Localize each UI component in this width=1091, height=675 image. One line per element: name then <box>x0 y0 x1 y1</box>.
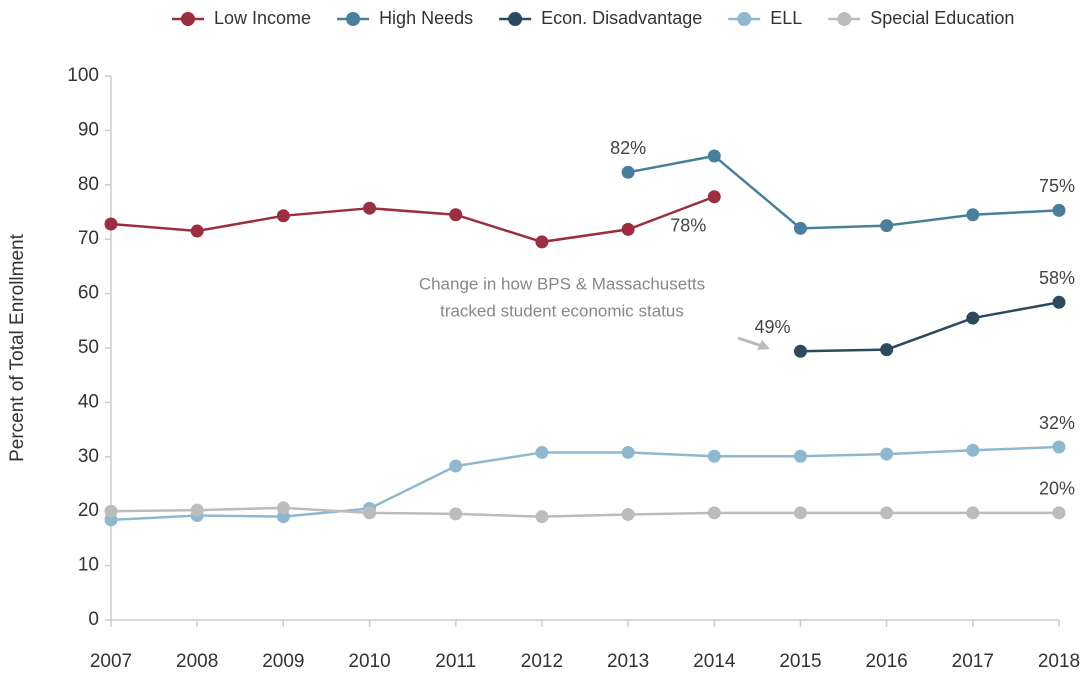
data-point <box>104 217 118 231</box>
annotation: Change in how BPS & Massachusetts <box>419 274 705 293</box>
y-tick-label: 30 <box>78 446 99 467</box>
x-tick-label: 2008 <box>176 651 218 672</box>
x-tick-label: 2013 <box>607 651 649 672</box>
series-line <box>800 301 1060 353</box>
data-point <box>966 506 980 520</box>
data-point <box>449 459 463 473</box>
data-point <box>104 504 118 518</box>
legend-label: Econ. Disadvantage <box>541 8 702 28</box>
data-point <box>793 449 807 463</box>
annotation-arrow <box>737 336 763 348</box>
data-point <box>621 507 635 521</box>
legend-label: Special Education <box>870 8 1014 28</box>
data-point <box>535 510 549 524</box>
legend-marker <box>181 12 195 26</box>
x-tick-label: 2016 <box>865 651 907 672</box>
x-tick-label: 2010 <box>348 651 390 672</box>
series-line <box>627 154 1060 230</box>
legend-marker <box>837 12 852 26</box>
x-tick-label: 2011 <box>435 651 476 672</box>
data-label: 82% <box>610 138 646 158</box>
y-tick-label: 20 <box>78 500 99 521</box>
y-tick-label: 0 <box>88 609 99 630</box>
data-label: 75% <box>1039 176 1075 196</box>
data-point <box>449 507 463 521</box>
data-point <box>793 221 807 235</box>
y-tick-label: 70 <box>78 228 99 249</box>
y-tick-label: 10 <box>78 555 99 576</box>
y-tick-label: 90 <box>78 119 99 140</box>
data-point <box>793 344 807 358</box>
data-point <box>363 201 377 215</box>
x-tick-label: 2014 <box>693 651 736 672</box>
data-point <box>621 165 635 179</box>
legend-label: Low Income <box>214 8 311 28</box>
x-tick-label: 2018 <box>1038 651 1080 672</box>
data-label: 32% <box>1039 413 1075 433</box>
data-point <box>1052 506 1066 520</box>
x-tick-label: 2009 <box>262 651 304 672</box>
y-tick-label: 60 <box>78 283 99 304</box>
data-point <box>1052 295 1066 309</box>
data-point <box>535 445 549 459</box>
data-point <box>1052 203 1066 217</box>
y-tick-label: 40 <box>78 391 99 412</box>
data-point <box>276 501 290 515</box>
data-point <box>190 224 204 238</box>
data-label: 20% <box>1039 479 1075 499</box>
data-point <box>276 209 290 223</box>
series-line <box>110 506 1059 518</box>
data-point <box>707 190 721 204</box>
legend-marker <box>346 12 361 26</box>
data-point <box>707 449 721 463</box>
series-line <box>110 195 715 244</box>
legend-marker <box>508 12 523 26</box>
x-tick-label: 2012 <box>521 651 563 672</box>
y-tick-label: 80 <box>78 174 99 195</box>
data-point <box>707 506 721 520</box>
data-point <box>535 235 549 249</box>
data-point <box>621 222 635 236</box>
data-point <box>880 506 894 520</box>
data-point <box>190 503 204 517</box>
data-point <box>707 149 721 163</box>
legend-label: High Needs <box>379 8 473 28</box>
x-tick-label: 2007 <box>90 651 132 672</box>
data-point <box>880 343 894 357</box>
data-label: 58% <box>1039 268 1075 288</box>
annotation: tracked student economic status <box>440 301 684 320</box>
data-label: 78% <box>670 216 706 236</box>
y-tick-label: 100 <box>67 65 99 86</box>
data-point <box>880 219 894 233</box>
data-point <box>621 445 635 459</box>
data-point <box>966 311 980 325</box>
data-point <box>1052 440 1066 454</box>
series-line <box>110 445 1060 522</box>
data-point <box>880 447 894 461</box>
annotation-arrowhead <box>757 340 770 350</box>
y-tick-label: 50 <box>78 337 99 358</box>
data-point <box>966 443 980 457</box>
data-point <box>793 506 807 520</box>
x-tick-label: 2015 <box>779 651 821 672</box>
x-tick-label: 2017 <box>952 651 994 672</box>
data-label: 49% <box>754 317 790 337</box>
legend-marker <box>737 12 752 26</box>
data-point <box>449 208 463 222</box>
data-point <box>363 506 377 520</box>
legend-label: ELL <box>770 8 802 28</box>
y-axis-label: Percent of Total Enrollment <box>7 233 28 461</box>
data-point <box>966 208 980 222</box>
